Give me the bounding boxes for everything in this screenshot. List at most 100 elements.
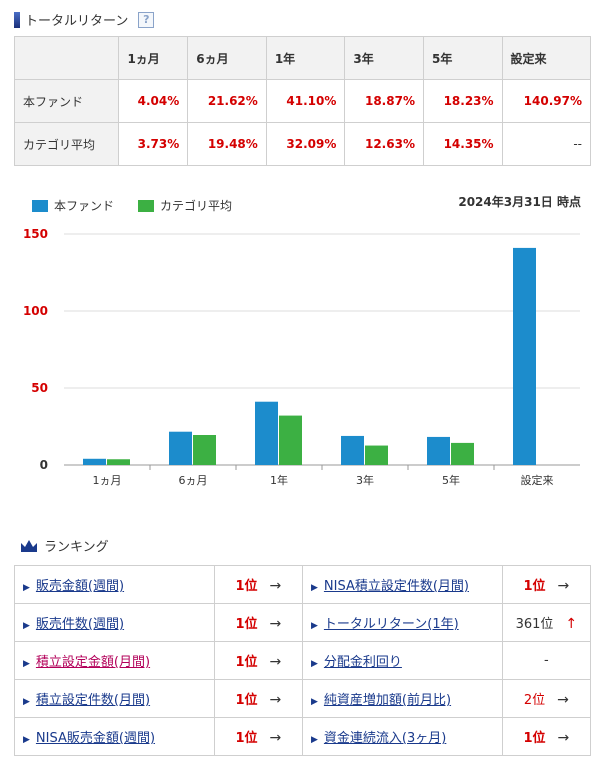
right-ranking-value: 2位 → (501, 679, 592, 718)
bullet-icon: ▶ (310, 735, 318, 745)
right-ranking-link[interactable]: 分配金利回り (323, 655, 402, 670)
right-ranking-link[interactable]: 資金連続流入(3ヶ月) (323, 731, 447, 746)
category-bar (365, 445, 388, 465)
header-cell: 5年 (422, 36, 503, 80)
total-return-title: トータルリターン (25, 14, 129, 29)
right-ranking-item: ▶ トータルリターン(1年) (301, 603, 503, 642)
category-bar (279, 415, 302, 465)
left-ranking-item: ▶ 積立設定件数(月間) (14, 679, 215, 718)
right-arrow-icon: → (269, 654, 282, 670)
left-ranking-link[interactable]: 積立設定金額(月間) (35, 655, 151, 670)
right-ranking-value: - (501, 641, 592, 680)
right-ranking-link[interactable]: NISA積立設定件数(月間) (323, 579, 469, 594)
return-value: 3.73% (118, 122, 189, 166)
bullet-icon: ▶ (23, 697, 30, 707)
rank-number: 1位 (235, 655, 258, 670)
category-row: カテゴリ平均 3.73% 19.48% 32.09% 12.63% 14.35%… (13, 122, 592, 166)
return-bar-chart: 0 50 100 150 1ヵ月 6ヵ月 1年 3年 5年 設定来 (23, 227, 580, 487)
right-arrow-icon: → (557, 578, 570, 594)
rank-number: 1位 (523, 579, 546, 594)
header-cell: 設定来 (501, 36, 592, 80)
return-value: 4.04% (118, 79, 189, 123)
right-ranking-item: ▶ 分配金利回り (301, 641, 503, 680)
x-tick-label: 1ヵ月 (93, 474, 122, 487)
right-arrow-icon: → (557, 692, 569, 708)
right-ranking-item: ▶ 資金連続流入(3ヶ月) (301, 717, 503, 756)
rank-number: - (544, 653, 549, 668)
x-tick-label: 5年 (442, 473, 460, 487)
category-bar (193, 435, 216, 465)
fund-bar (169, 431, 192, 465)
right-arrow-icon: → (269, 578, 282, 594)
rank-number: 1位 (235, 579, 258, 594)
left-ranking-link[interactable]: NISA販売金額(週間) (35, 731, 156, 746)
category-bar (107, 459, 130, 465)
ranking-table: ▶ 販売金額(週間) 1位 → ▶ NISA積立設定件数(月間) 1位 → ▶ 販売件数(週間) 1… (14, 565, 592, 756)
right-arrow-icon: → (269, 692, 282, 708)
right-ranking-value: 1位 → (501, 565, 592, 604)
return-value: 21.62% (187, 79, 267, 123)
up-arrow-icon: ↑ (565, 616, 578, 632)
ranking-header: ランキング (20, 536, 109, 555)
chart-legend: 本ファンド カテゴリ平均 (32, 197, 232, 214)
bullet-icon: ▶ (310, 659, 318, 669)
right-ranking-item: ▶ 純資産増加額(前月比) (301, 679, 503, 718)
right-ranking-value: 1位 → (501, 717, 592, 756)
return-value: 14.35% (422, 122, 503, 166)
left-ranking-value: 1位 → (213, 717, 303, 756)
left-ranking-link[interactable]: 積立設定件数(月間) (35, 693, 151, 708)
ranking-title: ランキング (44, 540, 109, 555)
total-return-table: 1ヵ月 6ヵ月 1年 3年 5年 設定来 本ファンド 4.04% 21.62% … (13, 36, 592, 166)
left-ranking-item: ▶ 販売金額(週間) (14, 565, 215, 604)
ranking-row: ▶ 積立設定金額(月間) 1位 → ▶ 分配金利回り - (14, 641, 592, 680)
legend-fund-label: 本ファンド (54, 199, 115, 213)
y-tick-label: 0 (40, 458, 48, 472)
header-cell: 3年 (344, 36, 424, 80)
legend-swatch-fund (32, 199, 48, 212)
fund-row: 本ファンド 4.04% 21.62% 41.10% 18.87% 18.23% … (13, 79, 592, 123)
total-return-header-row: 1ヵ月 6ヵ月 1年 3年 5年 設定来 (13, 36, 592, 80)
left-ranking-link[interactable]: 販売金額(週間) (35, 579, 125, 594)
y-tick-label: 50 (31, 381, 48, 395)
left-ranking-value: 1位 → (213, 641, 303, 680)
return-value: 18.23% (422, 79, 503, 123)
return-value: 18.87% (344, 79, 424, 123)
right-ranking-value: 361位 ↑ (501, 603, 592, 642)
fund-bar (427, 436, 450, 465)
left-ranking-item: ▶ 販売件数(週間) (14, 603, 215, 642)
return-value: -- (501, 122, 592, 166)
left-ranking-link[interactable]: 販売件数(週間) (35, 617, 125, 632)
help-icon[interactable]: ? (138, 11, 155, 28)
return-value: 41.10% (265, 79, 346, 123)
fund-bar (513, 247, 536, 465)
right-ranking-link[interactable]: トータルリターン(1年) (323, 617, 459, 632)
return-value: 140.97% (501, 79, 592, 123)
right-arrow-icon: → (557, 730, 570, 746)
return-value: 19.48% (187, 122, 267, 166)
x-tick-label: 1年 (270, 473, 288, 487)
total-return-header: トータルリターン ? (14, 10, 155, 29)
section-marker-icon (14, 11, 20, 28)
rank-number: 361位 (515, 617, 554, 632)
rank-number: 1位 (235, 731, 258, 746)
y-tick-label: 100 (23, 304, 48, 318)
return-value: 32.09% (265, 122, 346, 166)
left-ranking-item: ▶ NISA販売金額(週間) (14, 717, 215, 756)
bullet-icon: ▶ (23, 735, 30, 745)
x-tick-label: 設定来 (521, 473, 554, 487)
right-arrow-icon: → (269, 616, 282, 632)
right-ranking-link[interactable]: 純資産増加額(前月比) (323, 693, 452, 708)
header-cell: 1年 (265, 36, 346, 80)
return-value: 12.63% (344, 122, 424, 166)
fund-bar (341, 435, 364, 465)
ranking-row: ▶ 積立設定件数(月間) 1位 → ▶ 純資産増加額(前月比) 2位 → (14, 679, 592, 718)
x-tick-label: 3年 (356, 473, 374, 487)
right-arrow-icon: → (269, 730, 282, 746)
fund-bar (83, 458, 106, 465)
bullet-icon: ▶ (310, 583, 318, 593)
bullet-icon: ▶ (23, 621, 30, 631)
row-label: 本ファンド (13, 79, 120, 123)
crown-icon (21, 539, 37, 552)
bullet-icon: ▶ (310, 621, 318, 631)
bullet-icon: ▶ (310, 697, 318, 707)
